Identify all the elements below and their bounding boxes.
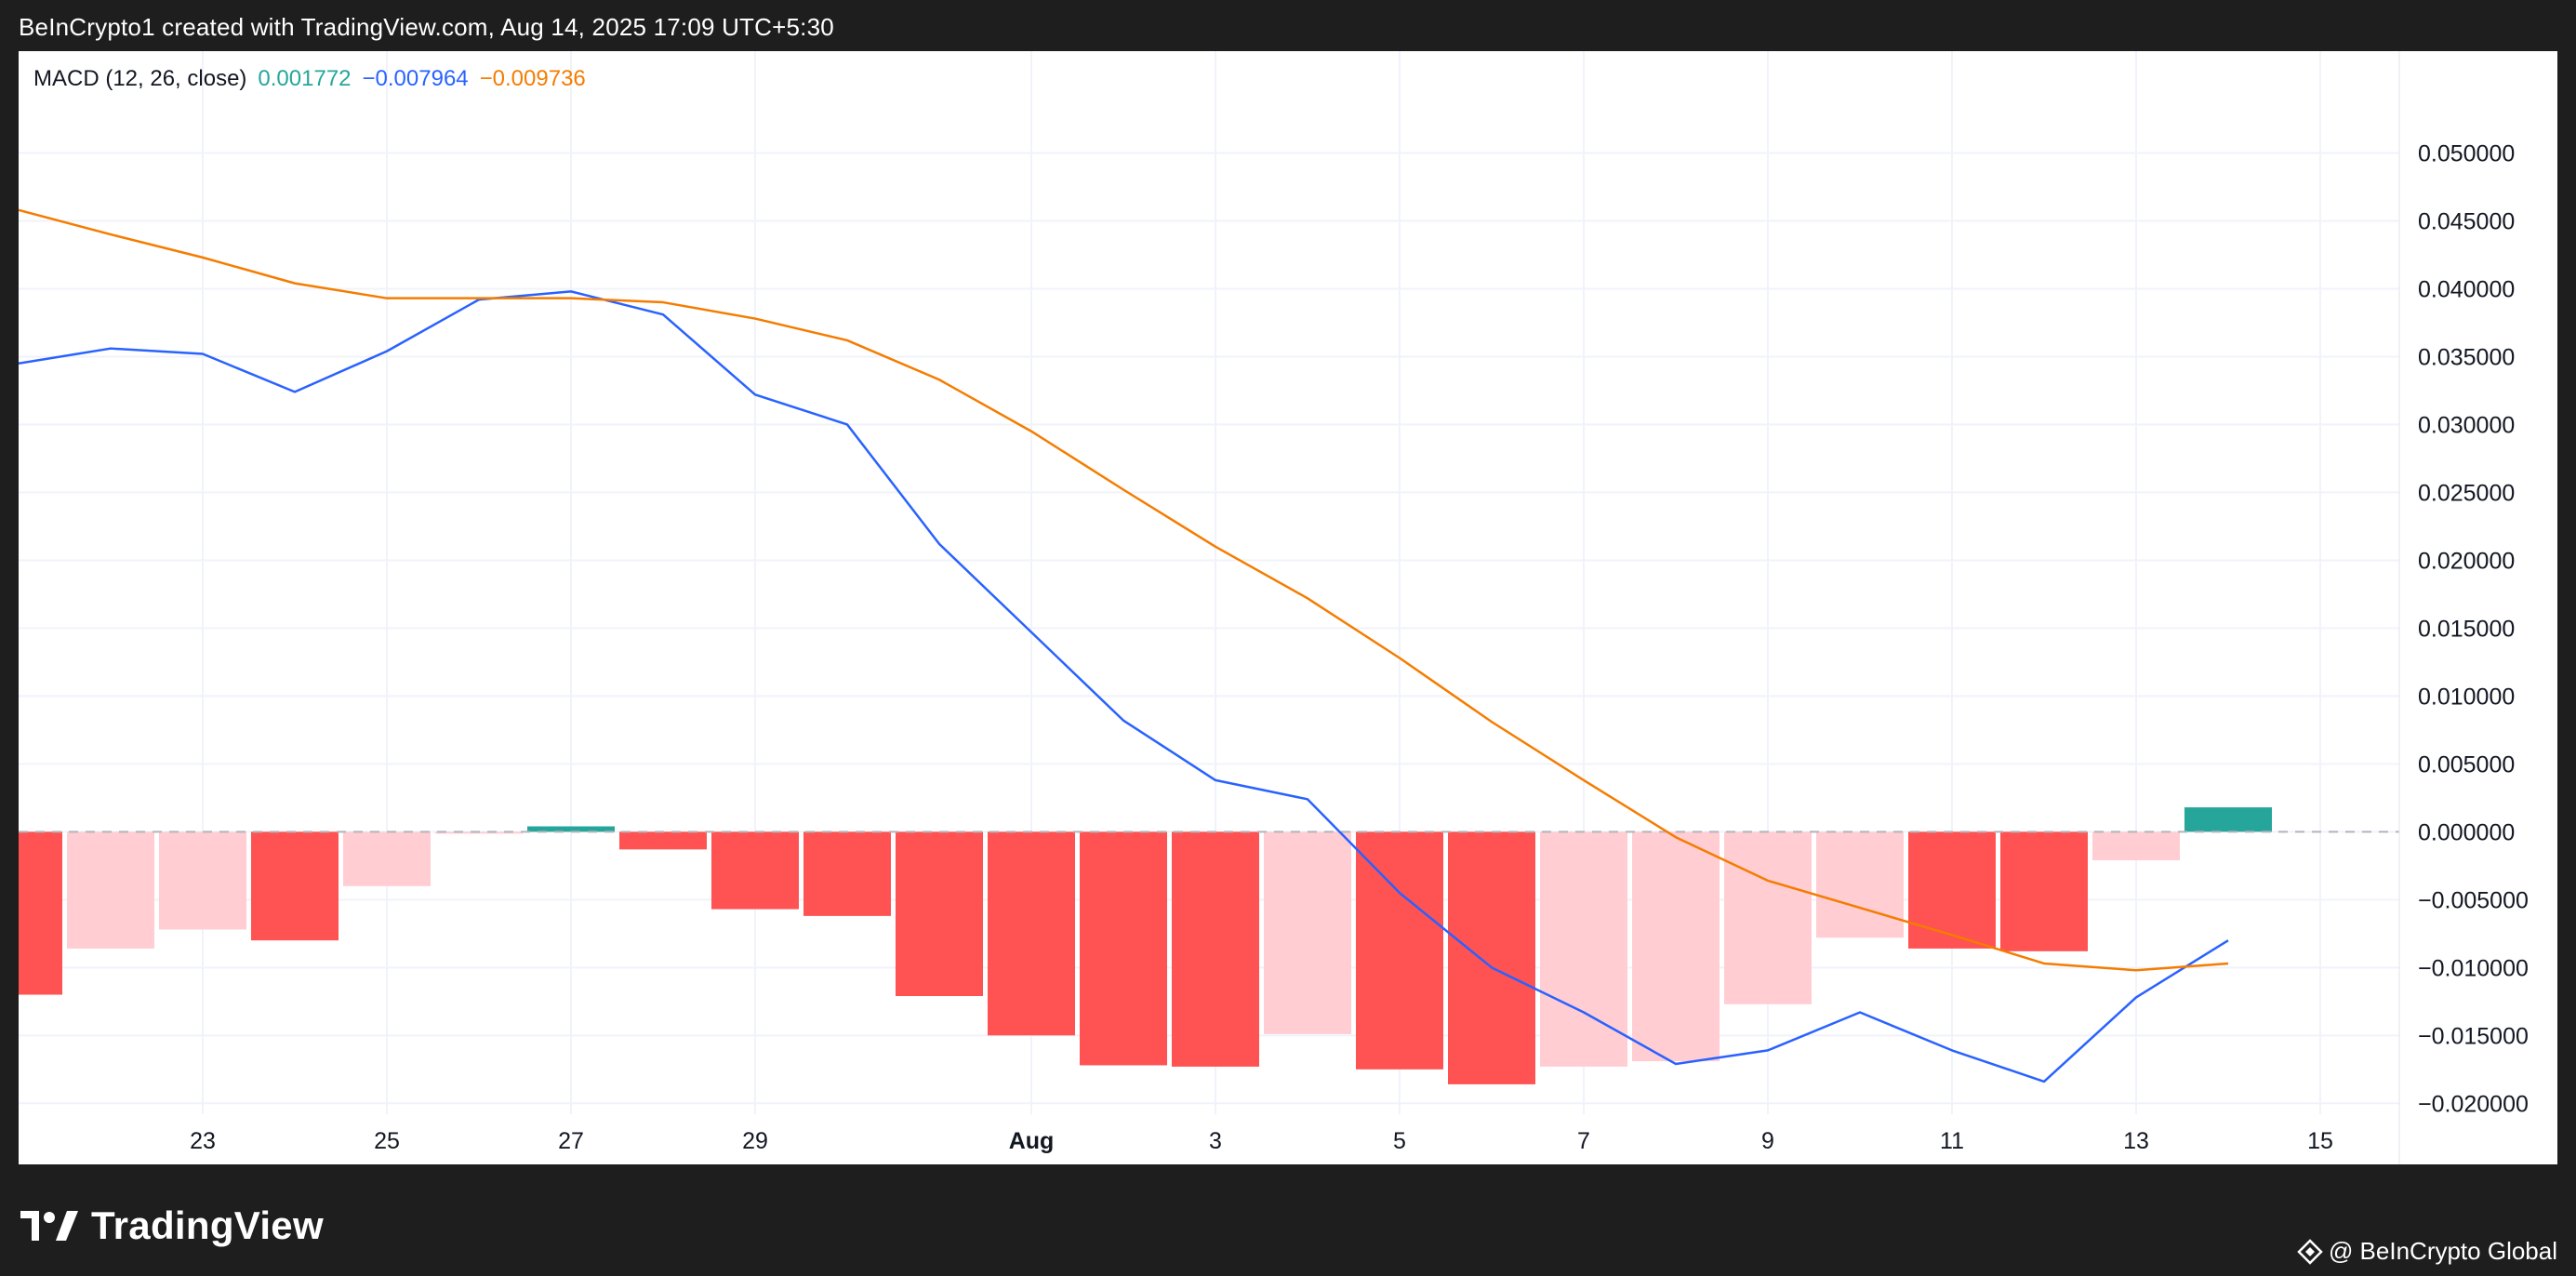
y-tick-label: 0.015000 (2418, 616, 2515, 642)
histogram-bar (988, 831, 1075, 1036)
macd-line (19, 290, 2229, 1083)
signal-line (19, 208, 2229, 972)
chart-panel[interactable]: 0.050000 0.045000 0.040000 0.035000 0.030000… (19, 51, 2557, 1164)
bottom-bar: TradingView @ BeInCrypto Global (0, 1164, 2576, 1276)
top-bar: BeInCrypto1 created with TradingView.com… (0, 0, 2576, 51)
credit-text: @ BeInCrypto Global (2328, 1237, 2557, 1265)
histogram-bar (711, 831, 799, 910)
histogram-bar (1816, 831, 1904, 938)
histogram-bar (67, 831, 154, 949)
histogram-bar (2092, 831, 2180, 861)
histogram-bar (896, 831, 983, 996)
diamond-logo-icon (2297, 1238, 2323, 1265)
legend-indicator-name: MACD (12, 26, close) (33, 66, 247, 91)
histogram-bar (1724, 831, 1812, 1004)
chart-caption: BeInCrypto1 created with TradingView.com… (19, 13, 834, 41)
legend-histogram-value: 0.001772 (258, 66, 352, 91)
macd-chart[interactable]: 0.050000 0.045000 0.040000 0.035000 0.030000… (19, 51, 2557, 1164)
x-tick-label: 27 (558, 1128, 584, 1154)
y-tick-label: 0.030000 (2418, 412, 2515, 438)
histogram-bar (251, 831, 339, 941)
histogram-bar (1448, 831, 1535, 1084)
histogram-bar (1172, 831, 1259, 1067)
x-tick-label: 7 (1577, 1128, 1590, 1154)
histogram-bar (343, 831, 431, 886)
x-tick-label: 11 (1940, 1128, 1964, 1154)
y-tick-label: 0.035000 (2418, 344, 2515, 370)
y-tick-label: 0.050000 (2418, 140, 2515, 166)
y-tick-label: 0.045000 (2418, 208, 2515, 234)
histogram-bar (19, 831, 62, 995)
y-tick-label: 0.025000 (2418, 480, 2515, 506)
legend-macd-value: −0.007964 (362, 66, 469, 91)
histogram-bar (1080, 831, 1167, 1066)
x-tick-label: 3 (1209, 1128, 1222, 1154)
y-tick-label: 0.010000 (2418, 684, 2515, 710)
brand[interactable]: TradingView (20, 1203, 324, 1248)
y-tick-label: −0.020000 (2418, 1091, 2529, 1117)
histogram-bar (1264, 831, 1351, 1034)
histogram-bar (1356, 831, 1443, 1070)
indicator-legend[interactable]: MACD (12, 26, close) 0.001772 −0.007964 −0.… (33, 66, 597, 92)
x-tick-label: 9 (1761, 1128, 1774, 1154)
y-tick-label: −0.010000 (2418, 955, 2529, 981)
histogram-bar (2184, 807, 2272, 832)
histogram-bar (803, 831, 891, 916)
histogram-bar (159, 831, 246, 930)
y-tick-label: 0.005000 (2418, 751, 2515, 778)
histogram-bar (2000, 831, 2088, 951)
credit: @ BeInCrypto Global (2297, 1237, 2557, 1266)
x-tick-label: 15 (2307, 1128, 2333, 1154)
y-tick-label: −0.005000 (2418, 887, 2529, 913)
legend-signal-value: −0.009736 (479, 66, 586, 91)
histogram-bar (1540, 831, 1627, 1067)
x-tick-label: 25 (374, 1128, 400, 1154)
x-tick-label: Aug (1009, 1128, 1055, 1154)
histogram-bar (527, 826, 615, 832)
histogram-bar (1908, 831, 1996, 949)
histogram-bar (1632, 831, 1720, 1062)
y-tick-label: 0.000000 (2418, 819, 2515, 845)
x-tick-label: 29 (742, 1128, 768, 1154)
tradingview-logo-icon (20, 1211, 78, 1241)
x-tick-label: 23 (190, 1128, 216, 1154)
histogram-bar (619, 831, 707, 850)
x-tick-label: 13 (2123, 1128, 2149, 1154)
y-tick-label: 0.040000 (2418, 276, 2515, 302)
brand-name: TradingView (91, 1203, 324, 1247)
y-tick-label: −0.015000 (2418, 1023, 2529, 1049)
y-tick-label: 0.020000 (2418, 548, 2515, 574)
x-tick-label: 5 (1393, 1128, 1406, 1154)
